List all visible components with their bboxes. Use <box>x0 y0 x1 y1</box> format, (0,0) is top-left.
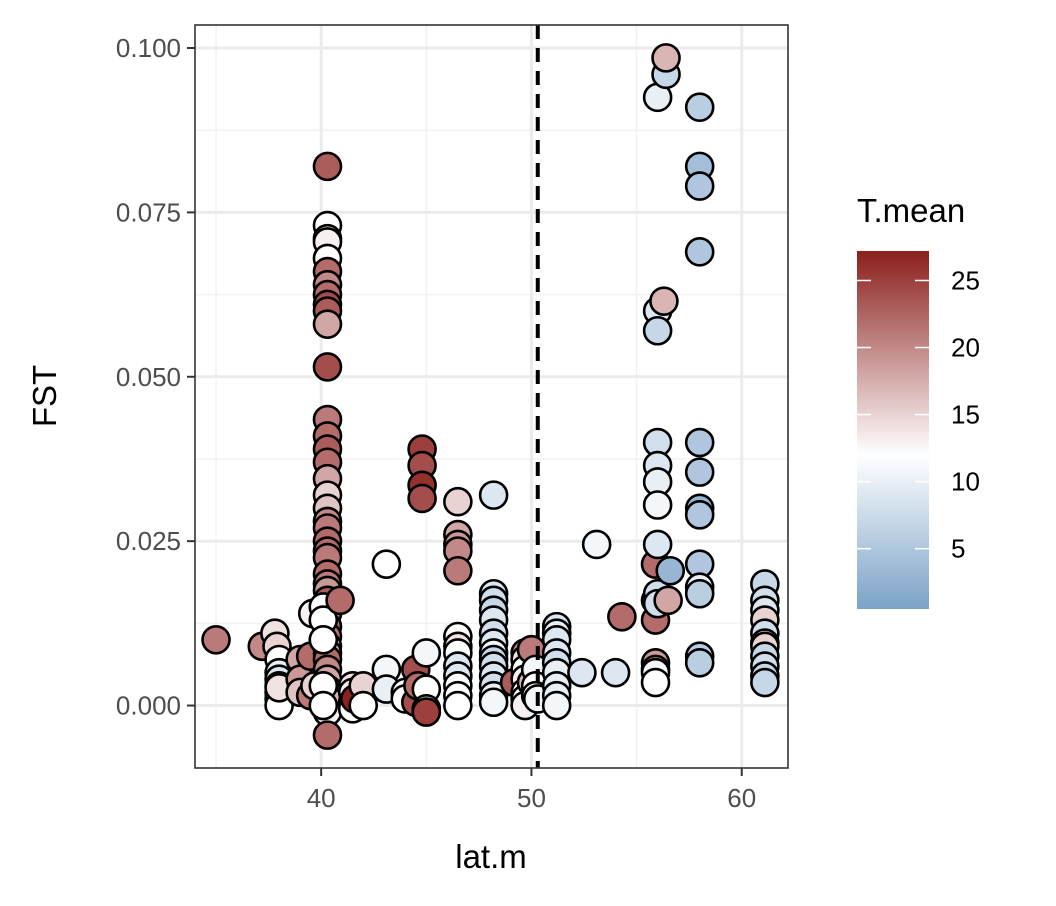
data-point <box>567 657 597 688</box>
data-point <box>684 171 715 201</box>
data-point <box>684 578 715 609</box>
data-point <box>651 43 681 73</box>
data-point <box>684 92 715 122</box>
data-point <box>201 624 231 655</box>
color-legend: T.mean 5 10 15 20 25 <box>857 192 980 609</box>
y-tick-label: 0.000 <box>116 691 181 721</box>
data-point <box>312 352 343 382</box>
x-tick-label: 40 <box>307 783 336 813</box>
x-axis: 40 50 60 <box>307 768 756 813</box>
data-point <box>312 151 343 182</box>
data-point <box>642 315 673 346</box>
data-point <box>411 638 442 668</box>
legend-label: 5 <box>951 534 965 564</box>
data-point <box>642 490 673 520</box>
data-point <box>600 657 631 688</box>
legend-ticks: 5 10 15 20 25 <box>857 265 980 564</box>
data-point <box>348 690 379 721</box>
data-point <box>411 697 442 727</box>
data-point <box>684 500 715 530</box>
legend-label: 20 <box>951 333 980 363</box>
data-point <box>407 483 437 514</box>
data-point <box>642 529 673 560</box>
data-point <box>684 427 715 458</box>
y-tick-label: 0.075 <box>116 197 181 227</box>
minor-gridlines <box>195 25 788 768</box>
y-axis: 0.000 0.025 0.050 0.075 0.100 <box>116 33 195 721</box>
legend-label: 25 <box>951 265 980 295</box>
data-point <box>371 549 402 579</box>
data-point <box>325 585 355 616</box>
data-point <box>607 601 637 632</box>
data-point <box>750 667 780 698</box>
legend-label: 15 <box>951 400 980 430</box>
data-point <box>443 555 473 586</box>
data-point <box>640 667 671 698</box>
legend-colorbar <box>857 251 929 609</box>
data-point <box>443 486 473 517</box>
data-point <box>541 690 572 721</box>
x-tick-label: 60 <box>727 783 756 813</box>
legend-title: T.mean <box>857 192 965 229</box>
data-point <box>653 585 683 616</box>
data-point <box>684 237 715 267</box>
data-point <box>308 624 339 655</box>
x-axis-title: lat.m <box>455 838 527 875</box>
y-axis-title: FST <box>26 365 63 427</box>
data-point <box>478 687 509 718</box>
x-tick-label: 50 <box>517 783 546 813</box>
data-points <box>201 43 780 750</box>
data-point <box>684 647 715 678</box>
data-point <box>308 690 339 721</box>
y-tick-label: 0.050 <box>116 362 181 392</box>
legend-label: 10 <box>951 467 980 497</box>
data-point <box>312 720 343 750</box>
data-point <box>684 457 715 487</box>
data-point <box>581 529 612 560</box>
data-point <box>655 555 686 586</box>
y-tick-label: 0.025 <box>116 526 181 556</box>
plot-panel-border <box>194 24 789 769</box>
data-point <box>649 286 679 316</box>
data-point <box>312 309 343 339</box>
y-tick-label: 0.100 <box>116 33 181 63</box>
data-point <box>443 690 473 721</box>
data-point <box>478 480 509 510</box>
